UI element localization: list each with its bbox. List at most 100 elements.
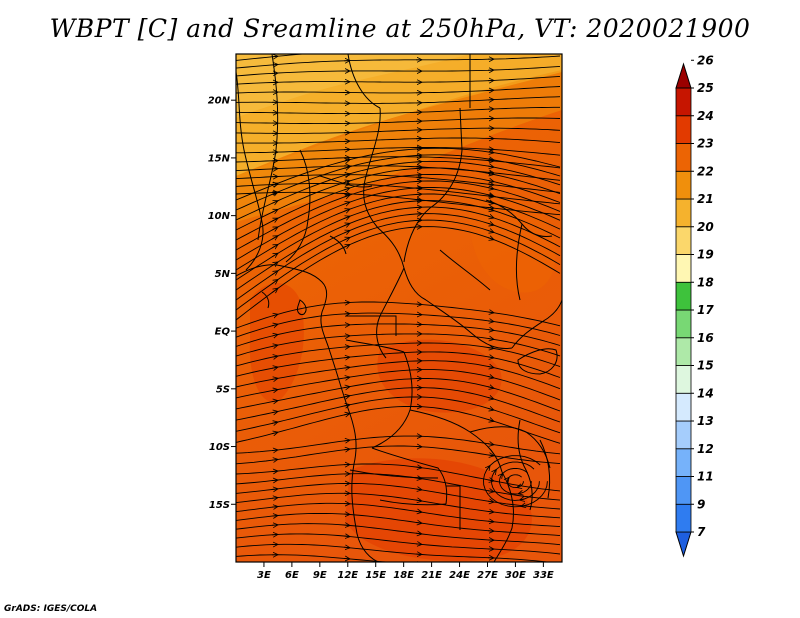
streamline-arrow [343, 396, 350, 397]
streamline [236, 127, 561, 134]
streamline-arrow [521, 505, 528, 506]
streamline-arrow [271, 262, 278, 266]
streamline-arrow [343, 245, 350, 248]
streamline-arrow [415, 177, 422, 178]
streamline-arrow [487, 312, 494, 313]
streamline-arrow [415, 489, 422, 490]
streamline-arrow [343, 414, 350, 415]
streamline-arrow [343, 377, 350, 378]
streamline-arrow [343, 188, 350, 190]
colorbar: 7 9 11 12 13 14 15 16 17 18 19 20 21 22 23 24 25 26 [675, 53, 714, 558]
streamline-arrow [343, 367, 350, 368]
streamline-arrow [487, 491, 494, 492]
streamline-arrow [487, 330, 494, 331]
colorbar-segment [675, 170, 692, 200]
lon-tick-label: 33E [533, 570, 554, 581]
streamline [236, 492, 561, 519]
streamline-arrow [343, 202, 350, 204]
streamline-arrow [343, 174, 350, 176]
temperature-band-22 [236, 70, 562, 222]
latitude-axis: 20N 15N 10N 5N EQ 5S 10S 15S [208, 96, 236, 511]
streamline-arrow [487, 152, 494, 153]
streamline-arrow [343, 547, 350, 548]
streamline-arrow [271, 183, 278, 185]
colorbar-label: 19 [697, 248, 714, 262]
streamline-arrow [487, 387, 494, 389]
streamline-arrow [487, 166, 494, 167]
streamline [236, 55, 561, 69]
streamline-arrow [487, 376, 494, 378]
streamline [236, 435, 561, 455]
colorbar-label: 13 [697, 414, 714, 428]
lon-tick-label: 27E [477, 570, 498, 581]
streamline [236, 405, 561, 444]
streamline-arrow [343, 209, 350, 211]
grads-credit: GrADS: IGES/COLA [4, 604, 98, 614]
streamline-arrow [343, 347, 350, 348]
streamline [236, 147, 561, 201]
streamline-arrow [487, 195, 494, 197]
streamline-arrow [271, 271, 278, 275]
colorbar-segment [675, 309, 692, 339]
streamline-arrow [415, 200, 422, 201]
streamline-arrow [271, 227, 278, 230]
streamline [236, 543, 551, 562]
colorbar-segment [675, 448, 692, 477]
temperature-patch-23-east [469, 196, 556, 293]
streamline-arrow [487, 466, 490, 470]
colorbar-upper-arrow [675, 62, 692, 89]
streamline-arrow [343, 181, 350, 183]
streamline-arrow [343, 160, 350, 162]
streamline-arrow [271, 201, 278, 204]
streamline-arrow [271, 422, 278, 423]
colorbar-label: 15 [697, 359, 714, 373]
streamline [236, 396, 561, 434]
streamline [236, 86, 561, 94]
colorbar-segment [675, 365, 692, 394]
streamline-arrow [271, 489, 278, 490]
colorbar-label: 11 [697, 470, 714, 484]
streamline-arrow [487, 230, 494, 232]
streamline [236, 342, 561, 368]
streamlines [236, 54, 561, 562]
streamline-arrow [343, 558, 350, 559]
streamline [236, 147, 561, 156]
streamline [236, 533, 561, 555]
streamline-arrow [487, 172, 494, 173]
temperature-patch-24-west [249, 283, 304, 402]
streamline-arrow [501, 473, 503, 475]
streamline-arrow [271, 56, 278, 57]
streamline [236, 160, 561, 221]
streamline [236, 173, 561, 241]
colorbar-label: 24 [697, 109, 714, 123]
lon-tick-label: 12E [337, 570, 358, 581]
streamline-arrow [271, 335, 278, 337]
streamline-arrow [271, 516, 278, 517]
streamline [236, 323, 561, 347]
streamline [236, 387, 561, 423]
colorbar-label: 17 [697, 303, 714, 317]
colorbar-segment [675, 143, 692, 172]
streamline-arrow [487, 173, 494, 174]
streamline-arrow [487, 531, 494, 532]
streamline-arrow [487, 348, 494, 349]
streamline [236, 219, 561, 311]
temperature-field [236, 54, 562, 562]
temperature-band-north-mid [236, 54, 470, 118]
lon-tick-label: 9E [313, 570, 327, 581]
streamline-arrow [487, 511, 494, 512]
streamline-arrow [487, 408, 494, 410]
streamline-arrow [271, 236, 278, 239]
lat-tick-label: 15S [209, 500, 230, 511]
colorbar-segment [675, 115, 692, 144]
streamline-arrow [487, 480, 494, 481]
streamline-arrow [271, 314, 278, 316]
streamline-arrow [271, 480, 278, 481]
streamline-arrow [271, 356, 278, 357]
streamline-arrow [343, 440, 350, 441]
streamline [236, 174, 561, 193]
streamline-arrow [343, 449, 350, 450]
streamline-arrow [271, 217, 278, 221]
streamline-arrow [487, 357, 494, 358]
colorbar-segment [675, 420, 692, 450]
